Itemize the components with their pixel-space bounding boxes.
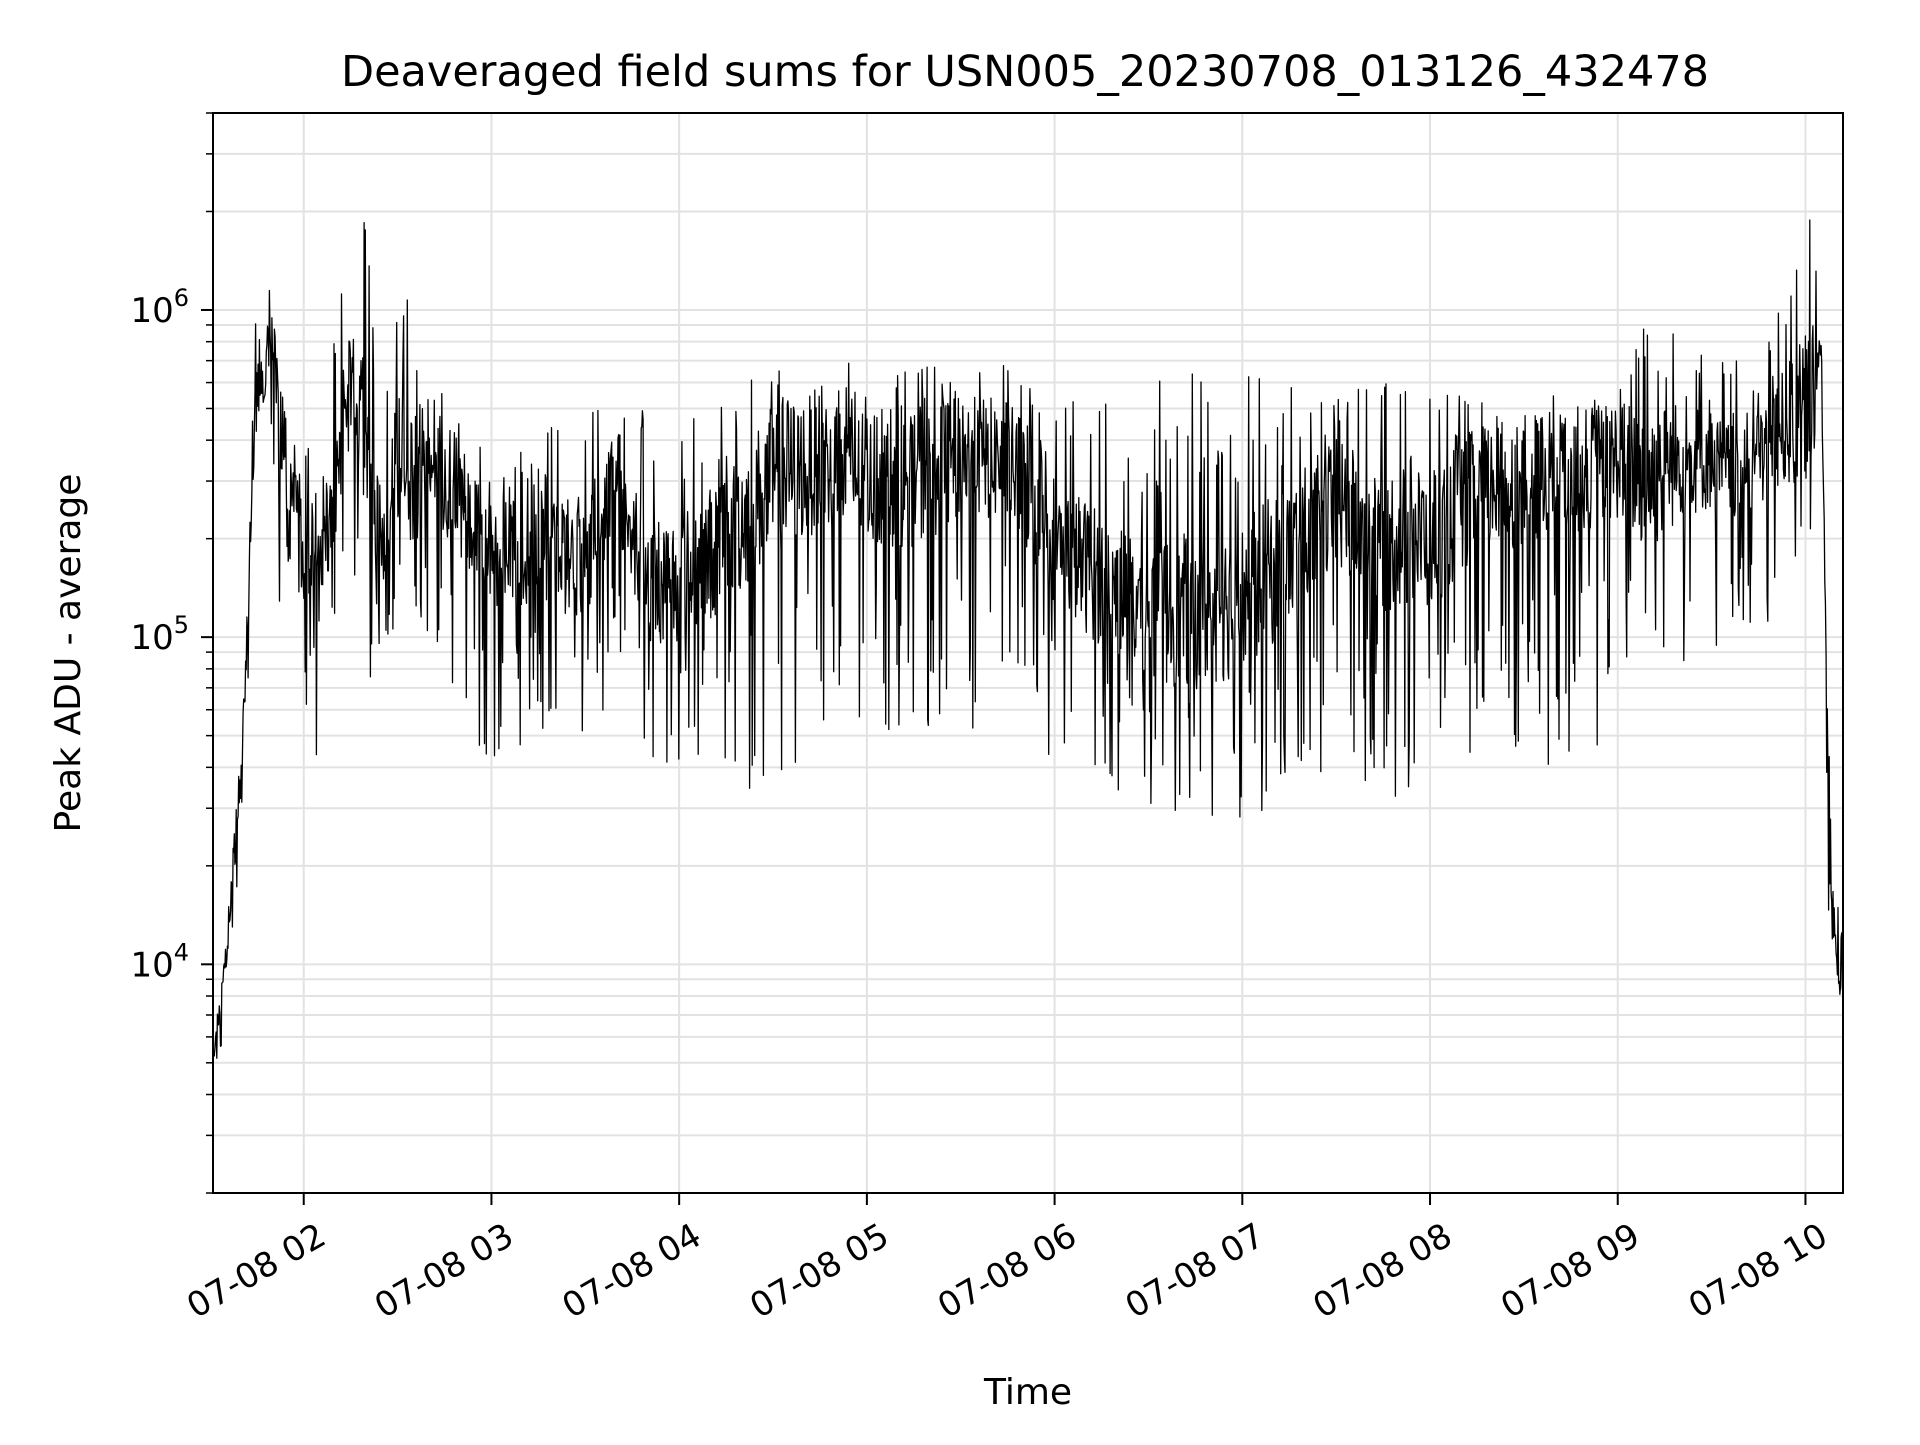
series-layer bbox=[212, 219, 1844, 1059]
grid-layer bbox=[213, 112, 1843, 1194]
series-line bbox=[212, 219, 1844, 1059]
chart-title: Deaveraged field sums for USN005_2023070… bbox=[341, 47, 1709, 97]
y-ticks-layer: 104 105 106 bbox=[130, 112, 213, 1194]
y-tick-label: 105 bbox=[130, 611, 189, 658]
y-tick-label: 104 bbox=[130, 938, 189, 985]
plot-frame bbox=[212, 112, 1844, 1194]
y-tick-label: 106 bbox=[130, 284, 189, 331]
y-axis-label: Peak ADU - average bbox=[48, 474, 89, 833]
x-axis-label: Time bbox=[983, 1372, 1072, 1413]
